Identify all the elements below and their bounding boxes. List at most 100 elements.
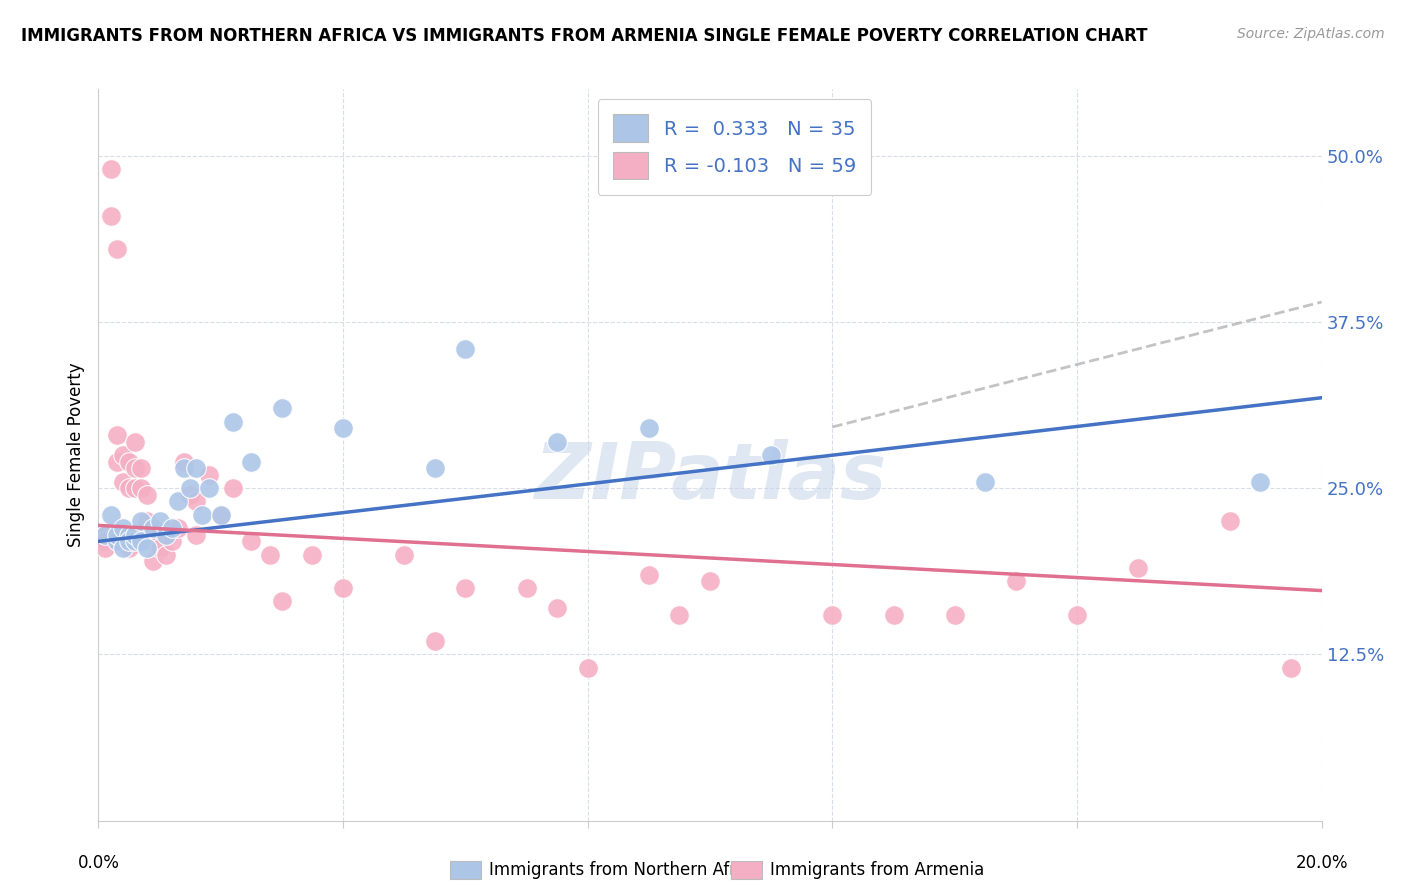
Point <box>332 581 354 595</box>
Point <box>93 541 115 555</box>
Point <box>423 461 446 475</box>
Point <box>93 527 115 541</box>
Point <box>186 527 208 541</box>
Point <box>118 454 141 468</box>
Point <box>93 534 115 549</box>
Point <box>668 607 690 622</box>
Point <box>111 521 134 535</box>
Point <box>155 548 177 562</box>
Point <box>454 581 477 595</box>
Point <box>222 481 245 495</box>
Point <box>124 527 146 541</box>
Point <box>821 607 844 622</box>
Point <box>186 461 208 475</box>
Point <box>118 541 141 555</box>
Text: Source: ZipAtlas.com: Source: ZipAtlas.com <box>1237 27 1385 41</box>
Point <box>516 581 538 595</box>
Point <box>270 594 292 608</box>
Point <box>149 515 172 529</box>
Point <box>160 521 183 535</box>
Point <box>1249 475 1271 489</box>
Point <box>149 527 172 541</box>
Point <box>259 548 281 562</box>
Point <box>197 467 219 482</box>
Point <box>1066 607 1088 622</box>
Point <box>1004 574 1026 589</box>
Point <box>129 481 152 495</box>
Point <box>759 448 782 462</box>
Point <box>129 461 152 475</box>
Point <box>142 554 165 568</box>
Point <box>197 481 219 495</box>
Point <box>637 567 661 582</box>
Text: 0.0%: 0.0% <box>77 854 120 871</box>
Text: IMMIGRANTS FROM NORTHERN AFRICA VS IMMIGRANTS FROM ARMENIA SINGLE FEMALE POVERTY: IMMIGRANTS FROM NORTHERN AFRICA VS IMMIG… <box>21 27 1147 45</box>
Point <box>118 481 141 495</box>
Point <box>637 421 661 435</box>
Point <box>974 475 997 489</box>
Point <box>301 548 323 562</box>
Point <box>111 475 134 489</box>
Point <box>136 515 159 529</box>
Point <box>167 494 190 508</box>
Point <box>100 161 122 176</box>
Point <box>149 541 172 555</box>
Y-axis label: Single Female Poverty: Single Female Poverty <box>66 363 84 547</box>
Point <box>155 527 177 541</box>
Point <box>124 534 146 549</box>
Point <box>240 454 263 468</box>
Point <box>179 488 201 502</box>
Point <box>100 209 122 223</box>
Point <box>136 541 159 555</box>
Point <box>209 508 232 522</box>
Point <box>105 242 128 256</box>
Point <box>546 600 568 615</box>
Point <box>173 461 195 475</box>
Point <box>332 421 354 435</box>
Point <box>142 521 165 535</box>
Text: Immigrants from Northern Africa: Immigrants from Northern Africa <box>489 861 761 879</box>
Point <box>142 527 165 541</box>
Text: 20.0%: 20.0% <box>1295 854 1348 871</box>
Point <box>423 634 446 648</box>
Point <box>209 508 232 522</box>
Point <box>270 401 292 416</box>
Point <box>392 548 416 562</box>
Point <box>105 534 128 549</box>
Point <box>883 607 905 622</box>
Point <box>136 527 159 541</box>
Point <box>222 415 245 429</box>
Point <box>129 534 152 549</box>
Point <box>118 534 141 549</box>
Point <box>699 574 721 589</box>
Point <box>111 448 134 462</box>
Point <box>943 607 966 622</box>
Legend: R =  0.333   N = 35, R = -0.103   N = 59: R = 0.333 N = 35, R = -0.103 N = 59 <box>598 99 872 194</box>
Point <box>111 541 134 555</box>
Point <box>93 527 115 541</box>
Point <box>105 428 128 442</box>
Point <box>1219 515 1241 529</box>
Point <box>124 461 146 475</box>
Point <box>240 534 263 549</box>
Point <box>124 481 146 495</box>
Point <box>576 661 599 675</box>
Point <box>105 454 128 468</box>
Point <box>160 534 183 549</box>
Point <box>105 527 128 541</box>
Point <box>173 454 195 468</box>
Point <box>142 534 165 549</box>
Text: ZIPatlas: ZIPatlas <box>534 439 886 515</box>
Point <box>136 488 159 502</box>
Point <box>124 434 146 449</box>
Point <box>179 481 201 495</box>
Point <box>100 508 122 522</box>
Point <box>167 521 190 535</box>
Point <box>129 515 152 529</box>
Text: Immigrants from Armenia: Immigrants from Armenia <box>770 861 984 879</box>
Point <box>111 534 134 549</box>
Point <box>546 434 568 449</box>
Point <box>186 494 208 508</box>
Point <box>191 508 214 522</box>
Point <box>118 527 141 541</box>
